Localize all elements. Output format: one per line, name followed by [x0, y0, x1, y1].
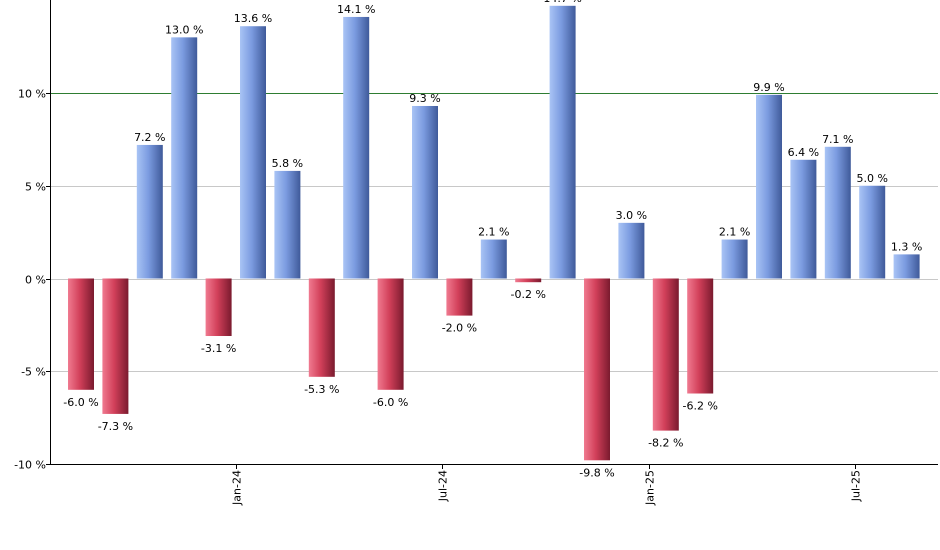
data-labels: -6.0 %-7.3 %7.2 %13.0 %-3.1 %13.6 %5.8 %…	[63, 0, 922, 479]
y-tick-label: 10 %	[18, 88, 46, 101]
data-label: 9.3 %	[409, 92, 440, 105]
bar-positive	[480, 239, 507, 279]
bar-negative	[515, 278, 542, 283]
x-tick-label: Jan-24	[231, 470, 244, 506]
data-label: 5.8 %	[272, 157, 303, 170]
y-tick-label: -5 %	[21, 366, 46, 379]
data-label: -3.1 %	[201, 342, 236, 355]
bar-negative	[377, 278, 404, 390]
data-label: 3.0 %	[616, 209, 647, 222]
data-label: 14.7 %	[543, 0, 581, 5]
bar-negative	[308, 278, 335, 377]
bar-positive	[859, 185, 886, 279]
bar-negative	[584, 278, 610, 461]
bar-positive	[721, 239, 748, 279]
data-label: 2.1 %	[719, 226, 750, 239]
bar-positive	[171, 37, 198, 279]
data-label: 13.0 %	[165, 23, 203, 36]
bar-positive	[240, 26, 266, 279]
bar-negative	[687, 278, 714, 394]
y-tick-label: 0 %	[25, 274, 46, 287]
data-label: -5.3 %	[304, 383, 339, 396]
data-label: -9.8 %	[579, 466, 614, 479]
data-label: 7.2 %	[134, 131, 165, 144]
bar-positive	[893, 254, 920, 279]
bar-positive	[618, 222, 645, 279]
bar-negative	[102, 278, 129, 414]
bar-positive	[756, 94, 782, 279]
data-label: 1.3 %	[891, 240, 922, 253]
x-tick-label: Jul-25	[850, 470, 863, 502]
data-label: -8.2 %	[648, 437, 683, 450]
data-label: 9.9 %	[753, 81, 784, 94]
y-tick-label: -10 %	[14, 459, 46, 472]
x-tick-label: Jan-25	[644, 470, 657, 506]
data-label: 2.1 %	[478, 226, 509, 239]
data-label: -2.0 %	[442, 322, 477, 335]
bar-positive	[790, 159, 817, 279]
x-tick-label: Jul-24	[437, 470, 450, 502]
bar-negative	[446, 278, 473, 316]
data-label: -6.2 %	[682, 400, 717, 413]
y-tick-label: 5 %	[25, 181, 46, 194]
data-label: 6.4 %	[788, 146, 819, 159]
axes: -10 % -5 % 0 % 5 % 10 % Jan-24 Jul-24 Jan-25 Jul…	[14, 0, 938, 506]
bar-positive	[549, 5, 576, 279]
data-label: 13.6 %	[234, 12, 272, 25]
data-label: -7.3 %	[98, 420, 133, 433]
data-label: 14.1 %	[337, 3, 375, 16]
data-label: 5.0 %	[856, 172, 887, 185]
bars	[68, 5, 920, 461]
bar-negative	[652, 278, 679, 431]
bar-positive	[824, 146, 851, 279]
bar-negative	[205, 278, 232, 337]
bar-positive	[274, 170, 301, 279]
bar-positive	[343, 16, 370, 279]
data-label: 7.1 %	[822, 133, 853, 146]
bar-negative	[68, 278, 94, 390]
bar-positive	[136, 144, 163, 279]
bar-positive	[412, 105, 438, 279]
data-label: -6.0 %	[373, 396, 408, 409]
data-label: -0.2 %	[510, 288, 545, 301]
data-label: -6.0 %	[63, 396, 98, 409]
